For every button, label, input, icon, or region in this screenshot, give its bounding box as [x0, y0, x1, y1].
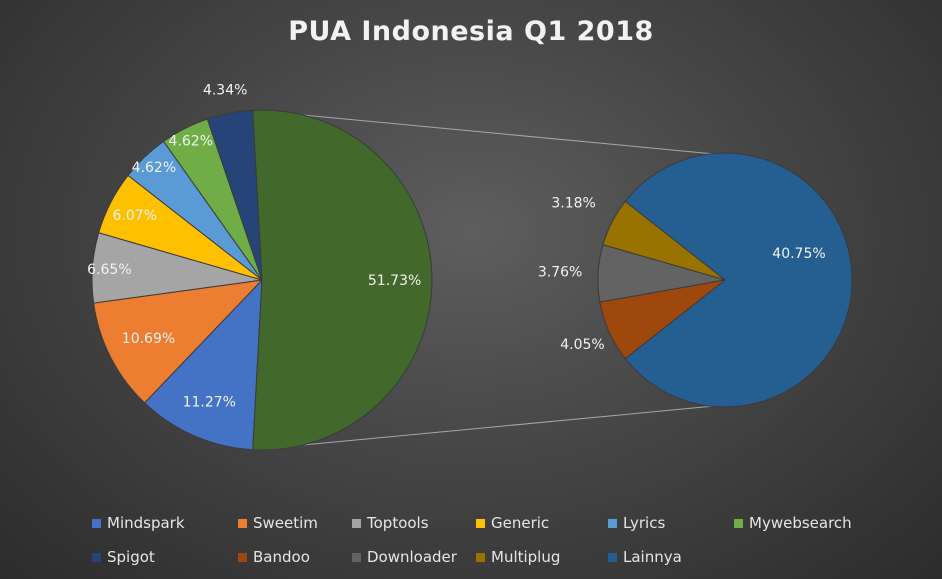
legend-label: Downloader: [367, 548, 457, 566]
legend-swatch: [238, 518, 247, 528]
main-pie-label-other: 51.73%: [368, 273, 421, 289]
main-pie-slice-mindspark: [143, 278, 263, 451]
legend-label: Mindspark: [107, 514, 185, 532]
main-pie-label-lyrics: 4.62%: [132, 160, 176, 176]
legend-item-mindspark: Mindspark: [92, 514, 185, 532]
legend-label: Sweetim: [253, 514, 318, 532]
legend: Mindspark Sweetim Toptools Generic Lyrics Myw…: [92, 506, 912, 574]
secondary-pie-slice-lainnya: [624, 152, 853, 408]
main-pie: [91, 109, 433, 451]
legend-item-downloader: Downloader: [352, 548, 457, 566]
legend-row: Spigot Bandoo Downloader Multiplug Lainnya: [92, 540, 912, 574]
legend-label: Bandoo: [253, 548, 310, 566]
legend-swatch: [92, 552, 101, 562]
legend-label: Lyrics: [623, 514, 666, 532]
main-pie-label-toptools: 6.65%: [87, 262, 131, 278]
legend-swatch: [608, 518, 617, 528]
secondary-pie-label-downloader: 3.76%: [538, 264, 582, 280]
legend-swatch: [608, 552, 617, 562]
secondary-pie: [597, 152, 853, 408]
legend-item-bandoo: Bandoo: [238, 548, 310, 566]
secondary-pie-label-lainnya: 40.75%: [772, 246, 825, 262]
legend-label: Lainnya: [623, 548, 682, 566]
legend-swatch: [476, 518, 485, 528]
legend-item-lainnya: Lainnya: [608, 548, 682, 566]
secondary-pie-slice-bandoo: [599, 279, 726, 360]
chart-title: PUA Indonesia Q1 2018: [288, 16, 654, 47]
legend-label: Multiplug: [491, 548, 561, 566]
main-pie-label-mindspark: 11.27%: [183, 395, 236, 411]
slice-labels: 11.27% 10.69% 6.65% 6.07% 4.62% 4.62% 4.34% 51.…: [87, 83, 826, 411]
legend-item-mywebsearch: Mywebsearch: [734, 514, 852, 532]
legend-item-multiplug: Multiplug: [476, 548, 560, 566]
legend-label: Generic: [491, 514, 550, 532]
connector-lines: [252, 109, 712, 451]
legend-item-generic: Generic: [476, 514, 549, 532]
main-pie-label-mywebsearch: 4.62%: [169, 134, 213, 150]
secondary-pie-label-multiplug: 3.18%: [551, 195, 595, 211]
connector-line-bottom: [252, 405, 712, 451]
main-pie-label-generic: 6.07%: [113, 208, 157, 224]
legend-swatch: [92, 518, 101, 528]
legend-item-lyrics: Lyrics: [608, 514, 665, 532]
main-pie-slice-other: [252, 109, 433, 451]
legend-label: Mywebsearch: [749, 514, 852, 532]
main-pie-label-spigot: 4.34%: [203, 83, 247, 99]
legend-item-sweetim: Sweetim: [238, 514, 318, 532]
main-pie-slice-sweetim: [93, 279, 264, 404]
legend-row: Mindspark Sweetim Toptools Generic Lyrics Myw…: [92, 506, 912, 540]
legend-swatch: [238, 552, 247, 562]
main-pie-label-sweetim: 10.69%: [122, 331, 175, 347]
legend-swatch: [352, 518, 361, 528]
legend-label: Toptools: [367, 514, 429, 532]
legend-swatch: [476, 552, 485, 562]
legend-item-toptools: Toptools: [352, 514, 429, 532]
legend-swatch: [734, 518, 743, 528]
legend-label: Spigot: [107, 548, 155, 566]
secondary-pie-label-bandoo: 4.05%: [560, 337, 604, 353]
connector-line-top: [252, 109, 712, 155]
legend-swatch: [352, 552, 361, 562]
legend-item-spigot: Spigot: [92, 548, 155, 566]
